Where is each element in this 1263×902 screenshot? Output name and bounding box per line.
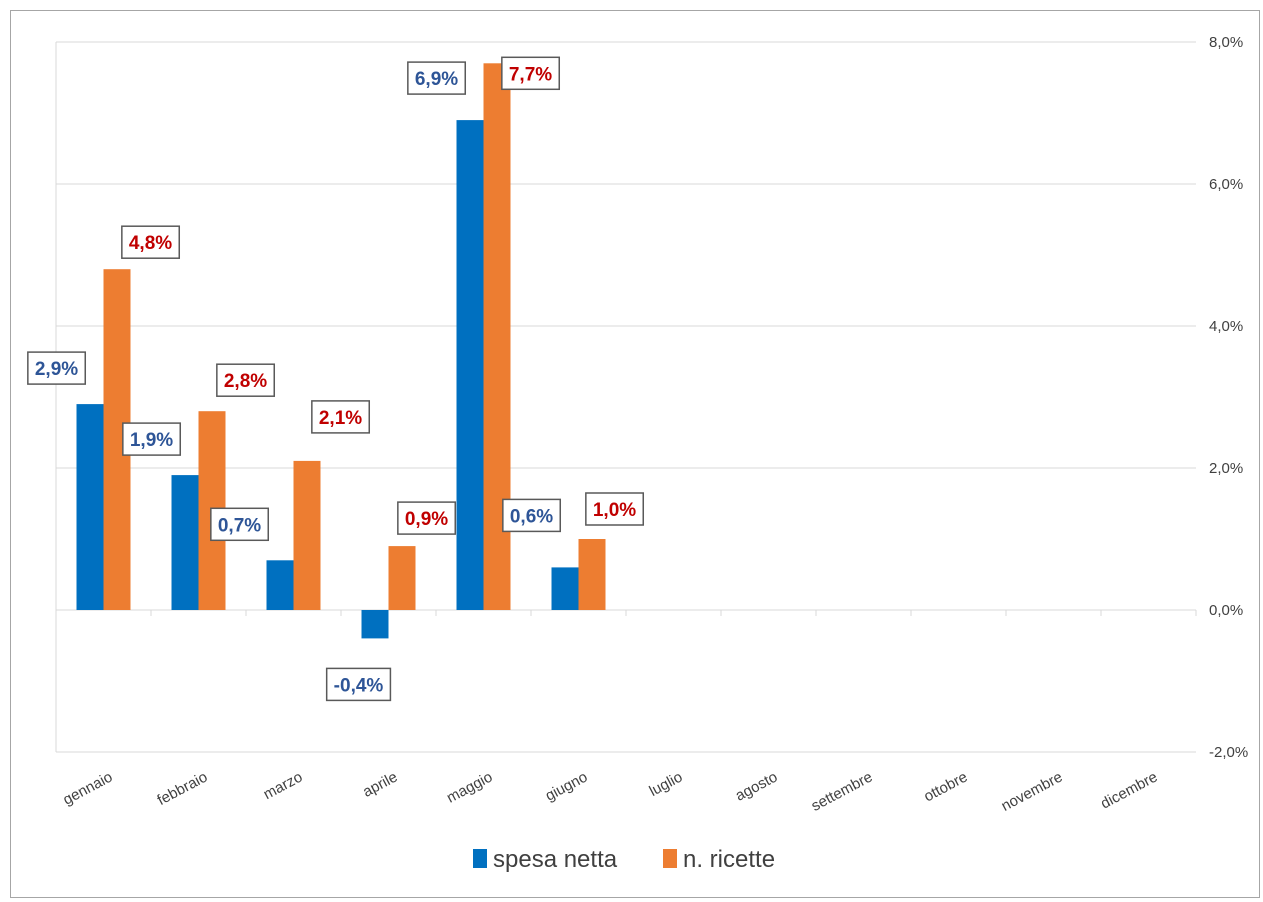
- bar-n-ricette: [388, 546, 416, 610]
- data-label-spesa-netta: 1,9%: [130, 430, 173, 451]
- x-tick-label: maggio: [444, 769, 495, 807]
- bar-n-ricette: [578, 539, 606, 610]
- data-label-box: [122, 422, 182, 456]
- legend-label-n-ricette: n. ricette: [683, 846, 775, 873]
- data-label-box: [501, 56, 561, 91]
- x-tick-label: settembre: [809, 769, 876, 815]
- x-tick-label: dicembre: [1098, 769, 1160, 813]
- data-label-box: [325, 667, 392, 702]
- x-tick-label: agosto: [733, 769, 781, 805]
- x-tick-label: novembre: [999, 769, 1066, 815]
- y-tick-label: 8,0%: [1209, 34, 1243, 51]
- data-label-n-ricette: 7,7%: [509, 64, 552, 85]
- bar-spesa-netta: [171, 475, 199, 610]
- bar-n-ricette: [293, 460, 321, 610]
- bar-spesa-netta: [361, 610, 389, 639]
- data-label-spesa-netta: 6,9%: [415, 69, 458, 90]
- data-label-spesa-netta: -0,4%: [334, 675, 384, 696]
- data-label-box: [397, 501, 457, 535]
- bar-spesa-netta: [551, 567, 579, 610]
- data-label-n-ricette: 0,9%: [405, 509, 448, 530]
- data-label-box: [121, 225, 181, 259]
- data-label-n-ricette: 4,8%: [129, 233, 172, 254]
- legend-swatch-n-ricette: [663, 849, 677, 868]
- chart-frame: 8,0% 6,0% 4,0% 2,0% 0,0% -2,0% 2,9% 4,8% 1,9% 2,8…: [10, 10, 1260, 898]
- x-tick-label: aprile: [360, 769, 400, 801]
- data-label-box: [585, 492, 645, 526]
- data-label-spesa-netta: 0,6%: [510, 506, 553, 527]
- bar-spesa-netta: [266, 560, 294, 610]
- data-label-n-ricette: 2,8%: [224, 371, 267, 392]
- x-tick-label: luglio: [646, 769, 685, 800]
- data-label-n-ricette: 2,1%: [319, 408, 362, 429]
- data-label-n-ricette: 1,0%: [593, 500, 636, 521]
- x-tick-label: marzo: [261, 769, 306, 804]
- legend-label-spesa-netta: spesa netta: [493, 846, 618, 873]
- data-label-box: [311, 400, 371, 434]
- y-tick-label: 2,0%: [1209, 460, 1243, 477]
- data-label-spesa-netta: 2,9%: [35, 359, 78, 380]
- x-tick-label: ottobre: [921, 769, 970, 806]
- y-tick-label: 4,0%: [1209, 318, 1243, 335]
- x-tick-label: febbraio: [155, 769, 211, 809]
- data-label-box: [407, 61, 467, 95]
- y-tick-label: 6,0%: [1209, 176, 1243, 193]
- data-label-box: [210, 507, 270, 542]
- data-label-spesa-netta: 0,7%: [218, 515, 261, 536]
- y-tick-label: -2,0%: [1209, 744, 1248, 761]
- data-label-box: [27, 351, 87, 385]
- data-label-box: [502, 498, 562, 533]
- bar-spesa-netta: [456, 120, 484, 610]
- bar-chart: 8,0% 6,0% 4,0% 2,0% 0,0% -2,0% 2,9% 4,8% 1,9% 2,8…: [27, 34, 1248, 873]
- bar-spesa-netta: [76, 404, 104, 610]
- x-tick-label: giugno: [543, 769, 591, 805]
- data-label-box: [216, 363, 276, 397]
- y-tick-label: 0,0%: [1209, 602, 1243, 619]
- legend-swatch-spesa-netta: [473, 849, 487, 868]
- x-tick-label: gennaio: [60, 769, 115, 809]
